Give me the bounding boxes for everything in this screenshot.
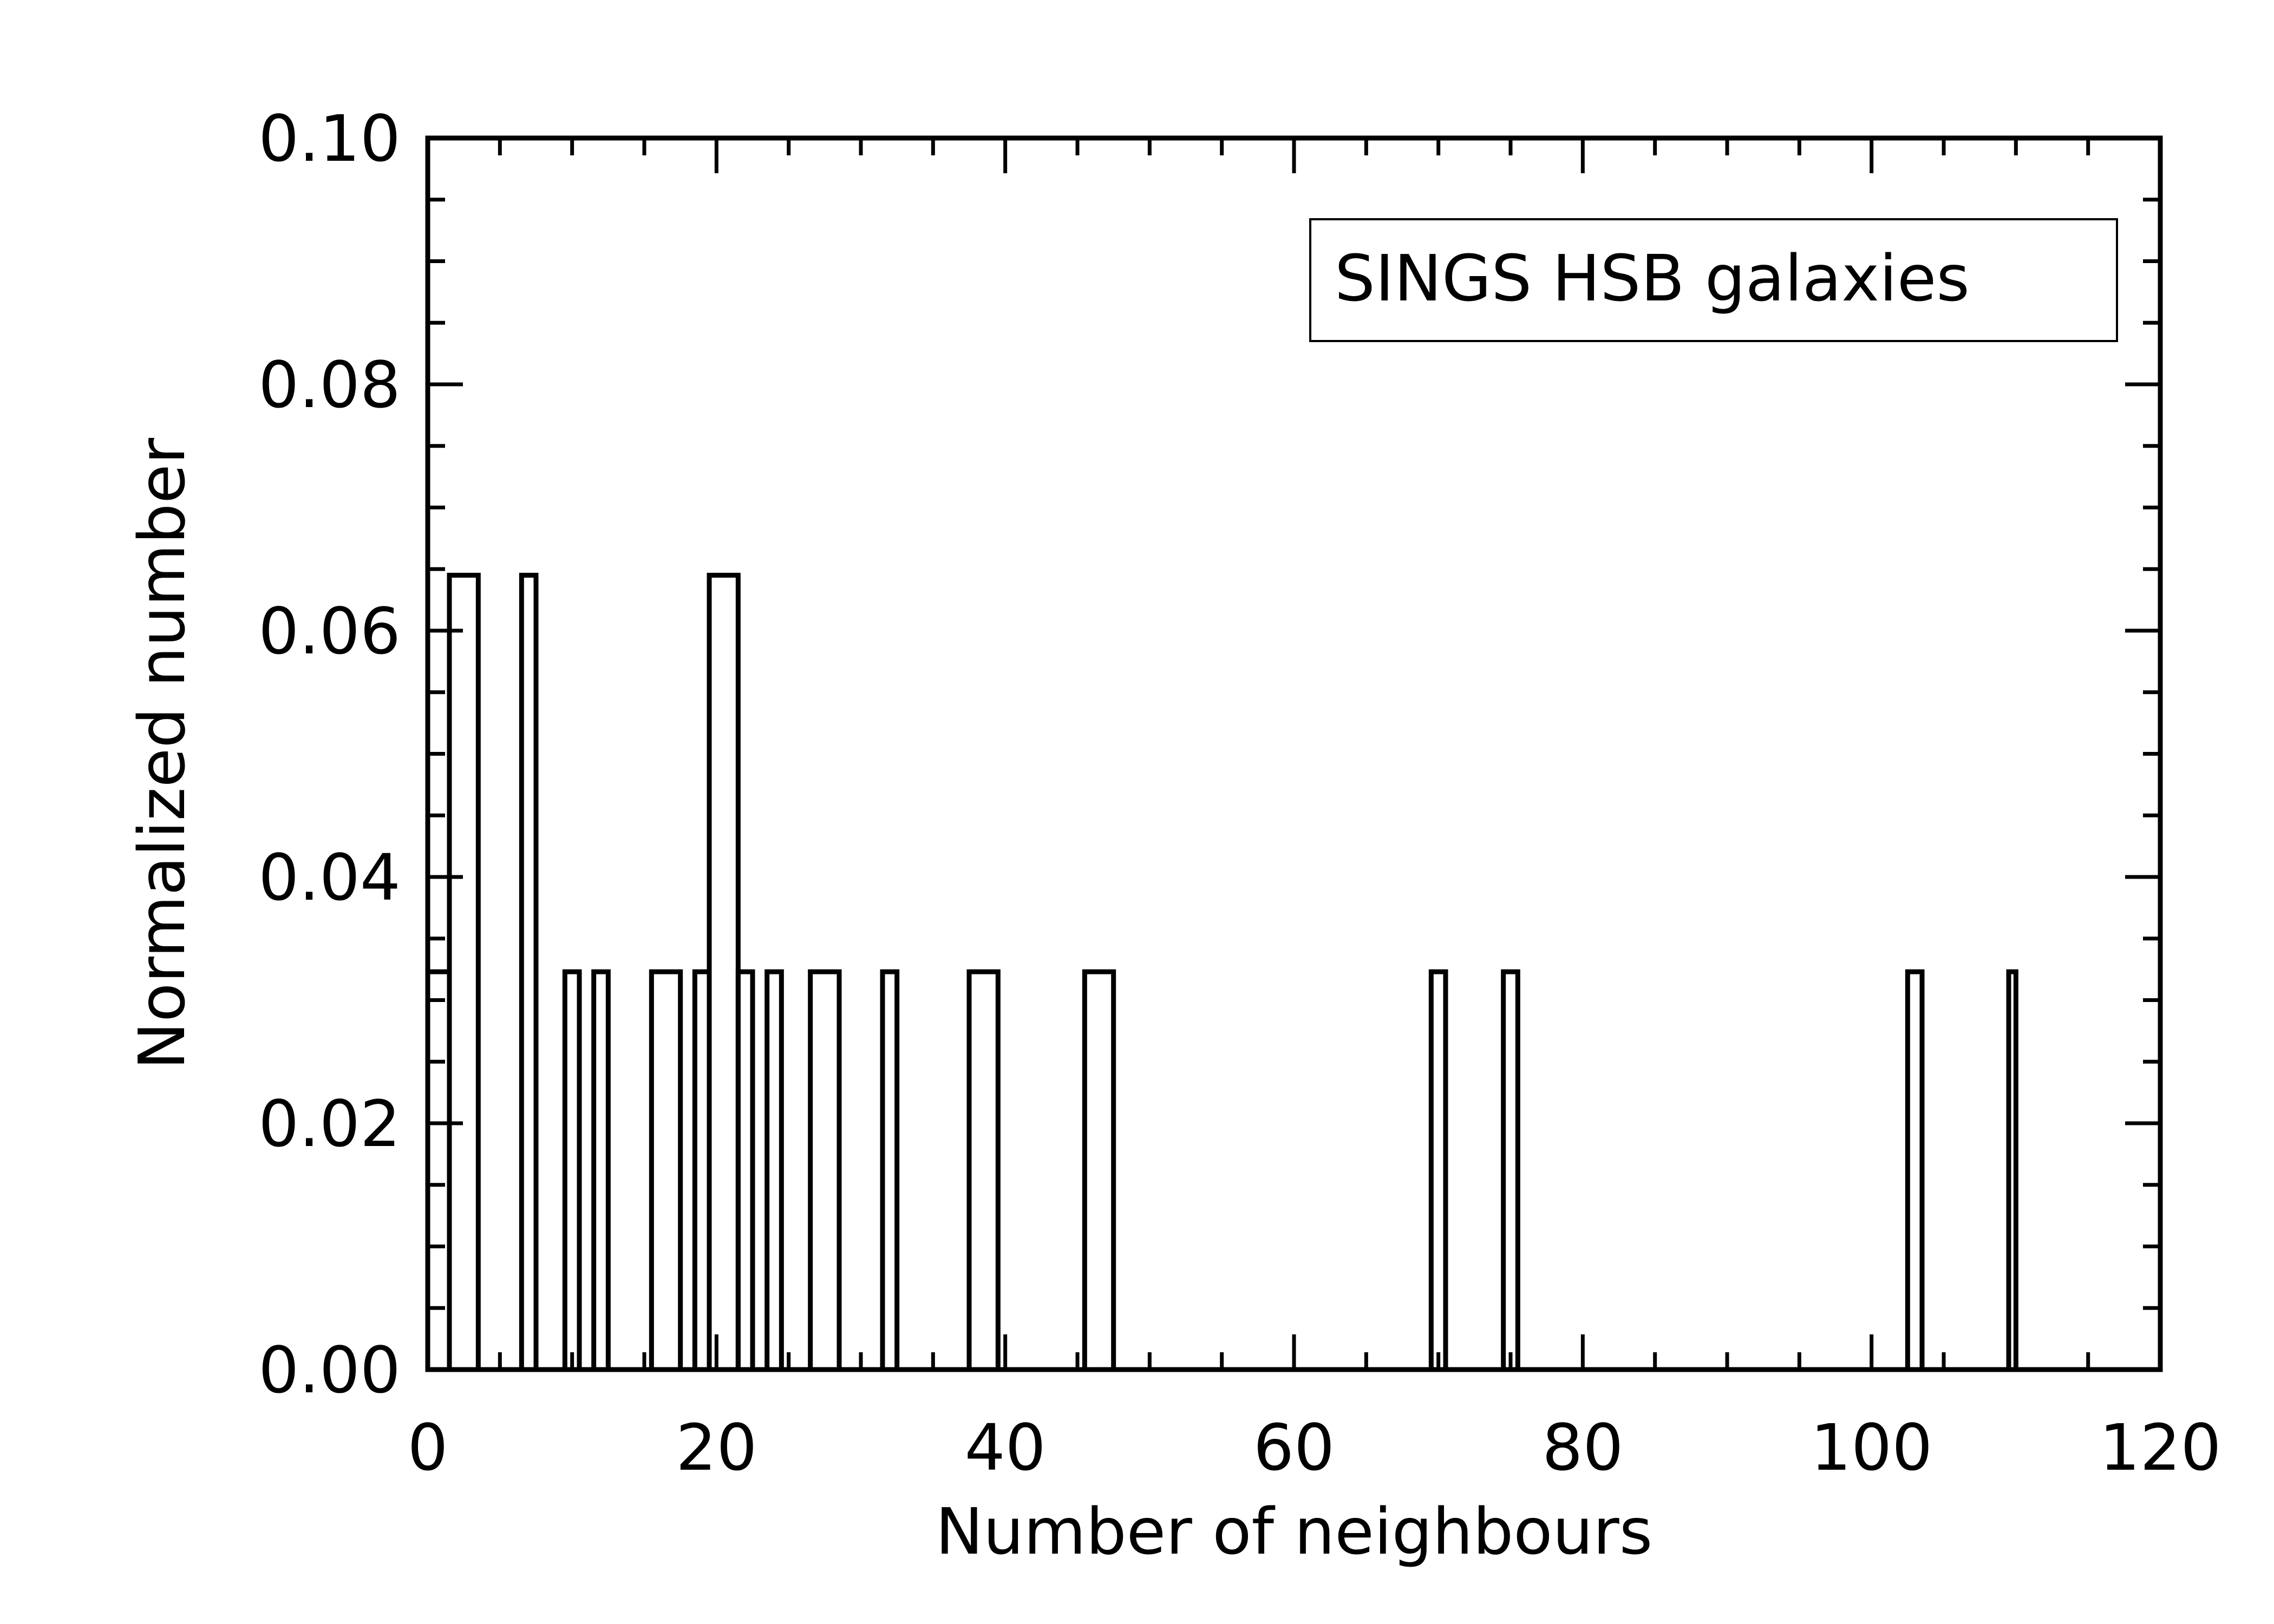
histogram-bin [447,573,481,1370]
x-tick-label: 20 [676,1410,757,1485]
histogram-bin [2006,969,2018,1370]
x-tick-label: 100 [1811,1410,1932,1485]
x-tick-label: 80 [1542,1410,1623,1485]
y-tick-label: 0.04 [258,840,401,915]
x-tick-labels: 0 20 40 60 80 100 120 [407,1410,2221,1485]
x-axis-title: Number of neighbours [936,1494,1653,1569]
histogram-bin [1501,969,1520,1370]
y-tick-label: 0.10 [258,101,401,176]
histogram-bin [562,969,582,1370]
x-tick-label: 40 [965,1410,1046,1485]
x-tick-label: 60 [1253,1410,1335,1485]
y-tick-label: 0.08 [258,348,401,422]
y-axis-title: Normalized number [125,437,199,1070]
y-tick-labels: 0.00 0.02 0.04 0.06 0.08 0.10 [258,101,401,1407]
y-tick-label: 0.00 [258,1333,401,1407]
histogram-bin [735,969,755,1370]
x-tick-label: 0 [407,1410,448,1485]
histogram-bin [1428,969,1448,1370]
histogram-bin [649,969,683,1370]
histogram-bin [880,969,900,1370]
histogram-bin [425,969,452,1370]
histogram-bin [519,573,539,1370]
histogram-bin [707,573,741,1370]
histogram-bins [425,573,2018,1370]
histogram-bin [1905,969,1925,1370]
axis-ticks [426,136,2162,1372]
histogram-bin [966,969,1001,1370]
histogram-bin [591,969,611,1370]
legend-box [1309,218,2118,342]
legend: SINGS HSB galaxies [1309,218,2118,342]
x-tick-label: 120 [2099,1410,2221,1485]
y-tick-label: 0.06 [258,594,401,669]
plot-frame [425,135,2163,1372]
y-tick-label: 0.02 [258,1086,401,1161]
histogram-bin [808,969,842,1370]
legend-label: SINGS HSB galaxies [1335,241,1970,316]
histogram-bin [764,969,784,1370]
histogram-bin [1082,969,1116,1370]
